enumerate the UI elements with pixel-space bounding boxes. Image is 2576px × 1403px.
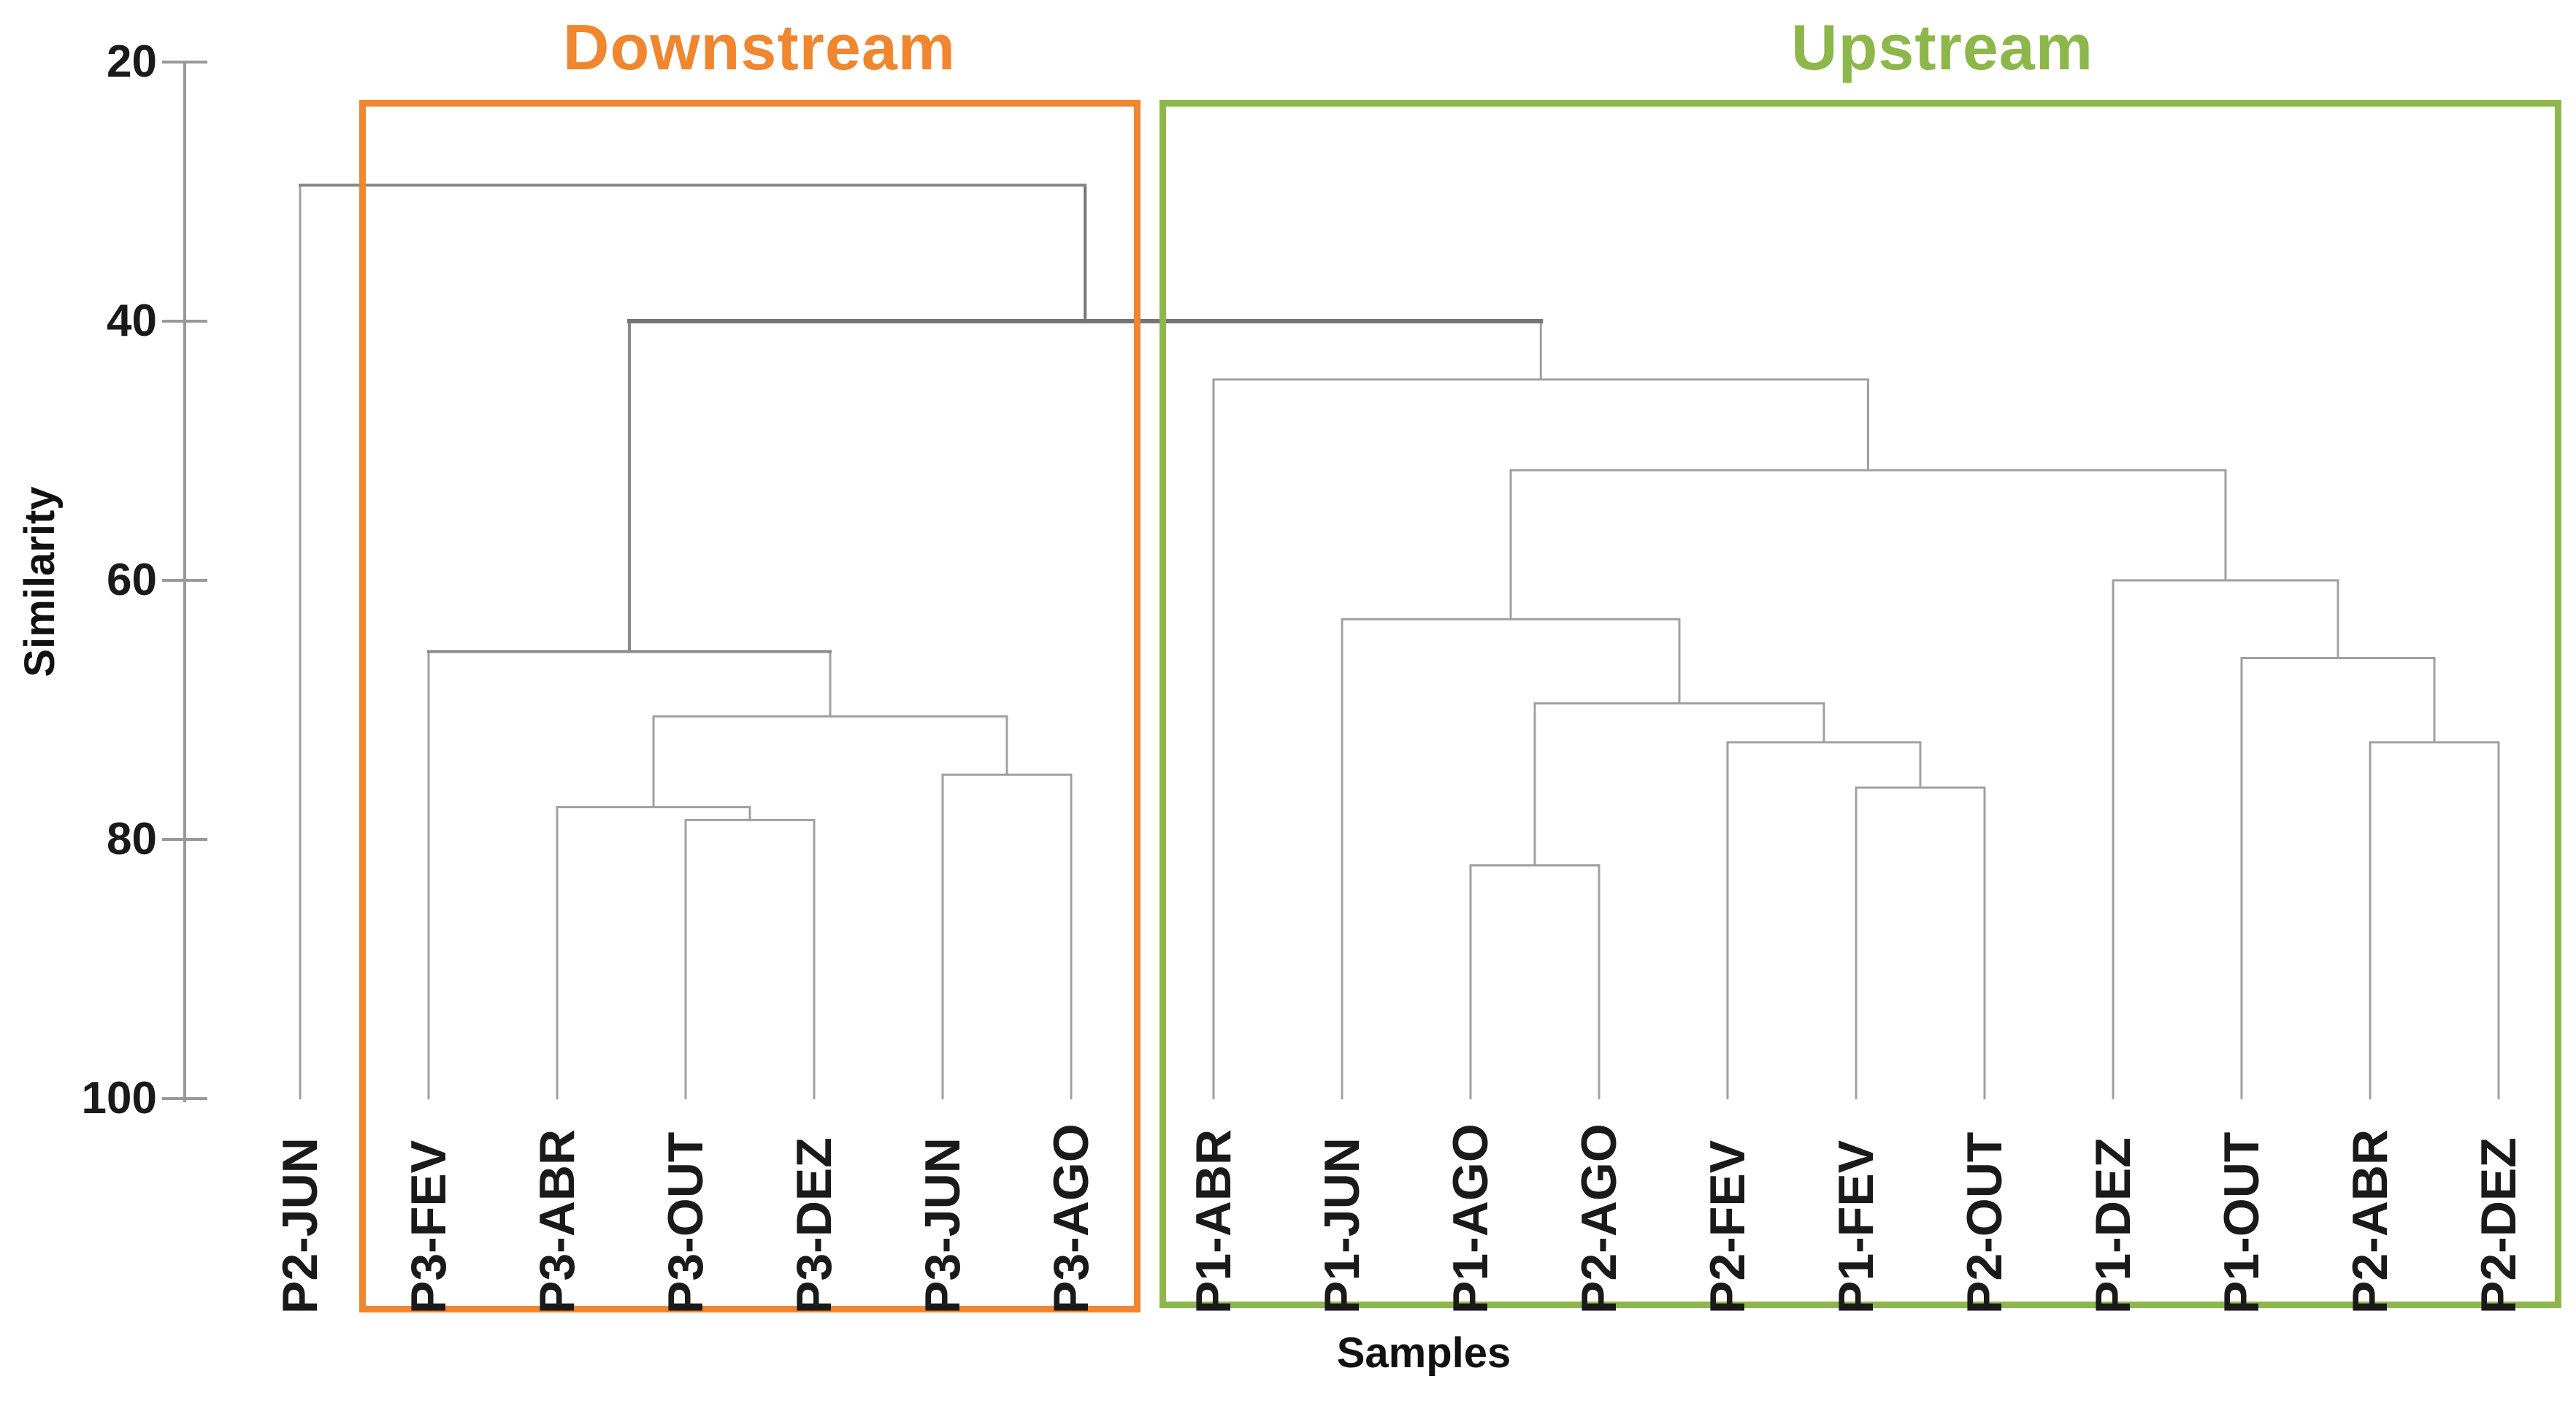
upstream-group-title: Upstream <box>1791 11 2093 83</box>
leaf-label-p2-out: P2-OUT <box>1957 1131 2012 1314</box>
leaf-label-p1-dez: P1-DEZ <box>2085 1137 2141 1314</box>
leaf-label-p2-dez: P2-DEZ <box>2471 1137 2526 1314</box>
leaf-label-p1-jun: P1-JUN <box>1314 1137 1370 1314</box>
leaf-label-p2-jun: P2-JUN <box>272 1137 328 1314</box>
leaf-label-p3-dez: P3-DEZ <box>786 1137 842 1314</box>
y-tick-label: 100 <box>81 1073 157 1123</box>
downstream-group-box <box>359 100 1141 1312</box>
downstream-group-title: Downstream <box>562 11 957 83</box>
leaf-label-p3-fev: P3-FEV <box>401 1139 456 1314</box>
leaf-label-p3-out: P3-OUT <box>658 1131 713 1314</box>
leaf-label-p1-abr: P1-ABR <box>1186 1129 1241 1314</box>
leaf-label-p3-ago: P3-AGO <box>1043 1123 1099 1314</box>
y-tick-label: 40 <box>107 296 157 346</box>
leaf-label-p1-out: P1-OUT <box>2214 1131 2269 1314</box>
leaf-label-p1-ago: P1-AGO <box>1443 1123 1498 1314</box>
x-axis-title: Samples <box>1336 1329 1511 1377</box>
y-tick-label: 60 <box>107 555 157 605</box>
leaf-label-p2-ago: P2-AGO <box>1571 1123 1627 1314</box>
leaf-label-p2-abr: P2-ABR <box>2342 1129 2398 1314</box>
leaf-label-p3-jun: P3-JUN <box>915 1137 970 1314</box>
upstream-group-box <box>1159 100 2561 1308</box>
leaf-label-p1-fev: P1-FEV <box>1828 1139 1884 1314</box>
y-tick-label: 80 <box>107 814 157 864</box>
leaf-label-p2-fev: P2-FEV <box>1700 1139 1755 1314</box>
y-tick-label: 20 <box>107 36 157 87</box>
leaf-label-p3-abr: P3-ABR <box>529 1129 585 1314</box>
